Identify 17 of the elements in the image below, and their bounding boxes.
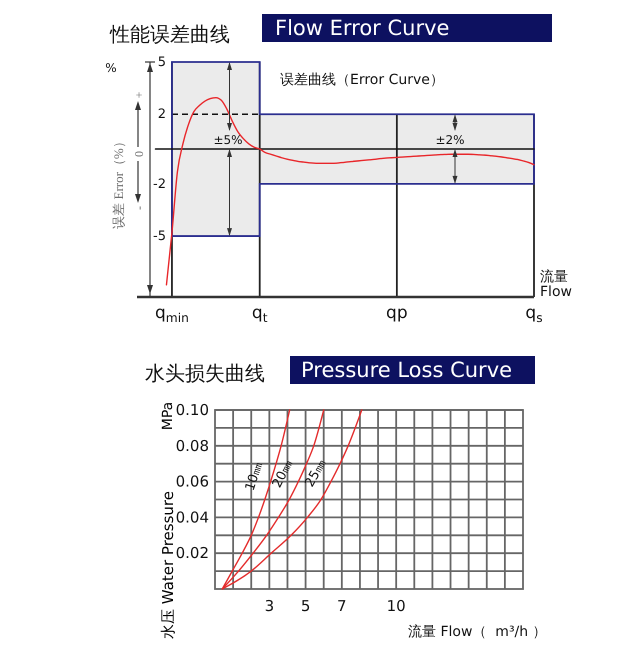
x-tick-label: 3 bbox=[264, 597, 274, 615]
chart-subtitle: Pressure Loss Curve bbox=[301, 358, 512, 382]
y-axis-title: 水压 Water Pressure bbox=[159, 491, 177, 639]
text: 10㎜ bbox=[242, 460, 266, 493]
x-axis-title: 流量 Flow（ m³/h ） bbox=[408, 624, 547, 640]
y-tick-label: 0.04 bbox=[176, 508, 209, 526]
text: MPa bbox=[160, 402, 176, 430]
y-tick-label: 0.02 bbox=[176, 544, 209, 562]
text: 25㎜ bbox=[302, 456, 330, 490]
x-tick-label: 5 bbox=[300, 597, 310, 615]
y-tick-label: 0.06 bbox=[176, 472, 209, 491]
text: 20㎜ bbox=[270, 457, 297, 490]
x-tick-label: 10 bbox=[386, 597, 406, 615]
x-tick-label: 7 bbox=[337, 597, 347, 615]
chart-title: 水头损失曲线 bbox=[145, 361, 265, 385]
y-tick-label: 0.08 bbox=[176, 436, 209, 455]
y-tick-label: 0.10 bbox=[176, 401, 209, 419]
